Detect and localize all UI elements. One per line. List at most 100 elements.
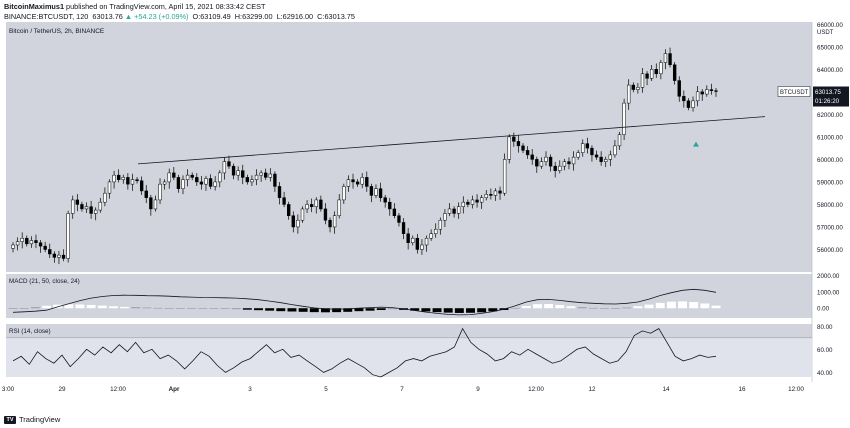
- candle-body: [627, 84, 631, 104]
- candle-body: [305, 204, 309, 210]
- candle-body: [162, 181, 167, 185]
- macd-histogram-bar: [231, 308, 241, 310]
- candle-body: [429, 233, 433, 239]
- candle-body: [309, 204, 314, 207]
- macd-histogram-bar: [108, 306, 118, 309]
- macd-histogram-bar: [8, 308, 18, 309]
- macd-histogram-bar: [86, 304, 96, 309]
- symbol-label: BINANCE:BTCUSDT, 120: [4, 12, 89, 21]
- candle-body: [640, 73, 645, 88]
- candle-body: [392, 208, 397, 216]
- author-name[interactable]: BitcoinMaximus1: [4, 2, 65, 11]
- time-tick-label: 14: [662, 386, 670, 393]
- candle-body: [112, 174, 116, 183]
- tradingview-logo[interactable]: TV TradingView: [4, 415, 60, 424]
- candle-body: [553, 165, 557, 171]
- price-tick-label: 66000.00: [817, 22, 843, 29]
- candle-body: [512, 136, 516, 142]
- candle-body: [475, 199, 479, 203]
- candle-body: [273, 173, 277, 187]
- symbol-tag-label: BTCUSDT: [780, 90, 809, 96]
- macd-histogram-bar: [532, 304, 542, 309]
- candle-body: [277, 186, 282, 198]
- candle-body: [654, 69, 658, 75]
- candle-body: [369, 186, 374, 196]
- candle-body: [535, 159, 539, 167]
- time-tick-label: 12: [588, 386, 596, 393]
- macd-histogram-bar: [287, 308, 297, 312]
- candle-body: [332, 215, 337, 228]
- macd-tick-label: 2000.00: [817, 273, 840, 280]
- candle-body: [406, 233, 410, 243]
- open-value: 63109.49: [200, 12, 231, 21]
- candle-body: [158, 183, 162, 201]
- candle-body: [599, 156, 603, 162]
- macd-histogram-bar: [220, 308, 230, 309]
- candle-body: [571, 156, 576, 165]
- candle-body: [590, 147, 594, 156]
- macd-histogram-bar: [30, 307, 40, 309]
- candle-body: [328, 219, 332, 228]
- candle-body: [236, 170, 240, 176]
- candle-body: [617, 134, 622, 147]
- macd-histogram-bar: [577, 307, 587, 309]
- candle-body: [457, 206, 461, 214]
- candle-body: [34, 240, 38, 243]
- candle-body: [581, 143, 585, 153]
- candle-body: [264, 172, 268, 178]
- symbol-tag-bg[interactable]: [777, 86, 811, 97]
- candle-body: [195, 177, 199, 183]
- price-pane-bg: [6, 22, 812, 272]
- macd-histogram-bar: [75, 304, 85, 309]
- macd-histogram-bar: [198, 308, 208, 309]
- candle-body: [89, 206, 93, 214]
- symbol-info-line: BINANCE:BTCUSDT, 120 63013.76 ▲ +54.23 (…: [0, 11, 850, 23]
- candle-body: [282, 197, 286, 205]
- macd-histogram-bar: [332, 308, 342, 313]
- candle-body: [351, 179, 355, 183]
- macd-histogram-bar: [644, 304, 654, 309]
- candle-body: [218, 172, 222, 183]
- price-axis-unit: USDT: [817, 30, 834, 36]
- low-label: L:: [276, 12, 283, 21]
- candle-body: [374, 188, 378, 196]
- candle-body: [479, 197, 484, 203]
- candle-body: [172, 172, 176, 178]
- price-tag-countdown: 01:26:20: [815, 98, 840, 105]
- macd-tick-label: 1000.00: [817, 289, 840, 296]
- candle-body: [700, 91, 704, 95]
- candle-body: [452, 208, 456, 214]
- candle-body: [613, 145, 617, 156]
- candle-body: [649, 69, 654, 79]
- candle-body: [185, 174, 190, 180]
- close-value: 63013.75: [324, 12, 355, 21]
- candle-body: [714, 90, 718, 92]
- rsi-tick-label: 40.00: [817, 370, 833, 377]
- candle-body: [383, 197, 387, 203]
- candle-body: [604, 159, 608, 162]
- price-change: ▲ +54.23 (+0.09%): [124, 12, 189, 21]
- macd-histogram-bar: [488, 308, 498, 312]
- candle-body: [530, 154, 534, 160]
- candle-body: [98, 201, 102, 211]
- candle-body: [117, 174, 121, 180]
- candle-body: [29, 240, 34, 245]
- candle-body: [686, 100, 691, 108]
- candle-body: [48, 249, 52, 255]
- macd-histogram-bar: [19, 308, 29, 309]
- candle-body: [360, 177, 364, 185]
- macd-histogram-bar: [265, 308, 275, 311]
- macd-histogram-bar: [309, 308, 319, 313]
- chart-area[interactable]: Bitcoin / TetherUS, 2h, BINANCE 56000.00 5…: [0, 22, 850, 412]
- candle-body: [222, 161, 227, 174]
- macd-histogram-bar: [242, 308, 252, 310]
- price-tick-label: 58000.00: [817, 202, 843, 209]
- macd-histogram-bar: [254, 308, 263, 311]
- macd-histogram-bar: [42, 305, 51, 309]
- candle-body: [167, 172, 171, 183]
- macd-histogram-bar: [544, 303, 554, 309]
- candle-body: [691, 100, 695, 108]
- candle-body: [287, 204, 291, 216]
- candle-body: [213, 181, 217, 187]
- candle-body: [461, 201, 465, 207]
